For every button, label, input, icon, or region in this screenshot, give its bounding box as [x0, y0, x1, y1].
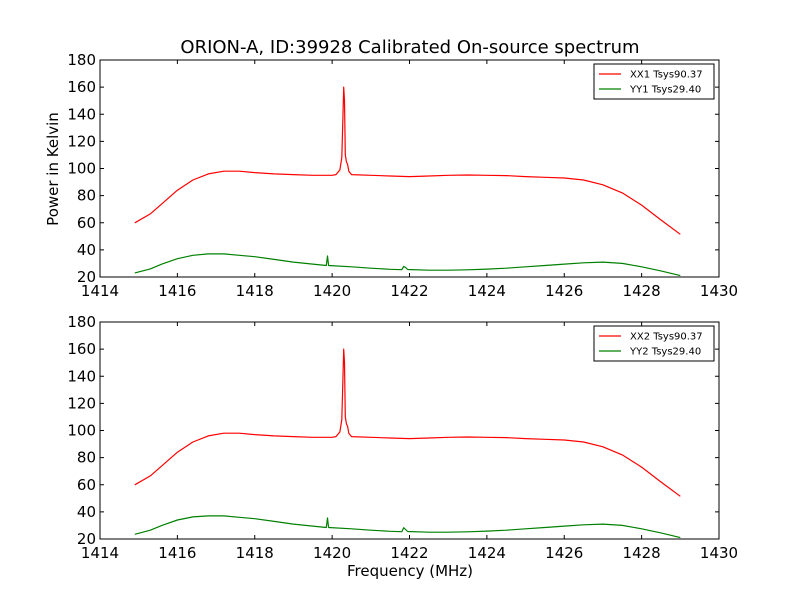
bottom-panel: 1414 1416 1418 1420 1422 1424 1426 1428 1430 20 40…	[67, 313, 738, 562]
y-tick-label: 120	[67, 132, 96, 150]
y-tick-label: 140	[67, 367, 96, 385]
legend: XX1 Tsys90.37 YY1 Tsys29.40	[593, 63, 715, 100]
x-tick-label: 1430	[700, 282, 738, 300]
x-tick-label: 1428	[623, 282, 661, 300]
series-line-yy	[134, 515, 681, 539]
y-tick-label: 140	[67, 105, 96, 123]
y-tick-label: 160	[67, 340, 96, 358]
y-tick-label: 80	[77, 449, 96, 467]
x-tick-label: 1420	[313, 544, 351, 562]
y-tick-label: 100	[67, 422, 96, 440]
x-tick-label: 1422	[390, 282, 428, 300]
series-line-xx	[134, 86, 681, 235]
x-tick-label: 1416	[158, 544, 196, 562]
y-tick-label: 160	[67, 78, 96, 96]
y-tick-label: 120	[67, 394, 96, 412]
y-tick-label: 40	[77, 503, 96, 521]
chart-title: ORION-A, ID:39928 Calibrated On-source s…	[180, 37, 639, 58]
legend: XX2 Tsys90.37 YY2 Tsys29.40	[593, 325, 715, 362]
x-tick-label: 1430	[700, 544, 738, 562]
legend-entry-label: YY1 Tsys29.40	[629, 85, 701, 96]
x-tick-label: 1424	[468, 282, 506, 300]
y-tick-label: 180	[67, 313, 96, 331]
y-tick-label: 60	[77, 476, 96, 494]
x-tick-label: 1418	[236, 544, 274, 562]
y-tick-label: 80	[77, 187, 96, 205]
x-tick-label: 1426	[545, 282, 583, 300]
y-tick-label: 100	[67, 160, 96, 178]
series-line-yy	[134, 253, 681, 277]
x-tick-label: 1420	[313, 282, 351, 300]
top-panel: 1414 1416 1418 1420 1422 1424 1426 1428 1430 20 40…	[67, 51, 738, 300]
y-axis-label: Power in Kelvin	[44, 112, 62, 226]
x-tick-label: 1424	[468, 544, 506, 562]
legend-box	[593, 325, 715, 362]
y-tick-label: 20	[77, 268, 96, 286]
legend-box	[593, 63, 715, 100]
legend-entry-label: XX1 Tsys90.37	[630, 70, 703, 81]
legend-entry-label: YY2 Tsys29.40	[629, 347, 701, 358]
x-tick-label: 1416	[158, 282, 196, 300]
y-tick-label: 60	[77, 214, 96, 232]
x-tick-label: 1414	[81, 282, 119, 300]
x-tick-label: 1414	[81, 544, 119, 562]
y-tick-label: 40	[77, 241, 96, 259]
y-tick-label: 180	[67, 51, 96, 69]
series-line-xx	[134, 348, 681, 497]
x-tick-label: 1418	[236, 282, 274, 300]
y-tick-label: 20	[77, 530, 96, 548]
x-axis-label: Frequency (MHz)	[347, 562, 473, 580]
x-tick-label: 1428	[623, 544, 661, 562]
x-tick-label: 1422	[390, 544, 428, 562]
legend-entry-label: XX2 Tsys90.37	[630, 332, 703, 343]
x-tick-label: 1426	[545, 544, 583, 562]
